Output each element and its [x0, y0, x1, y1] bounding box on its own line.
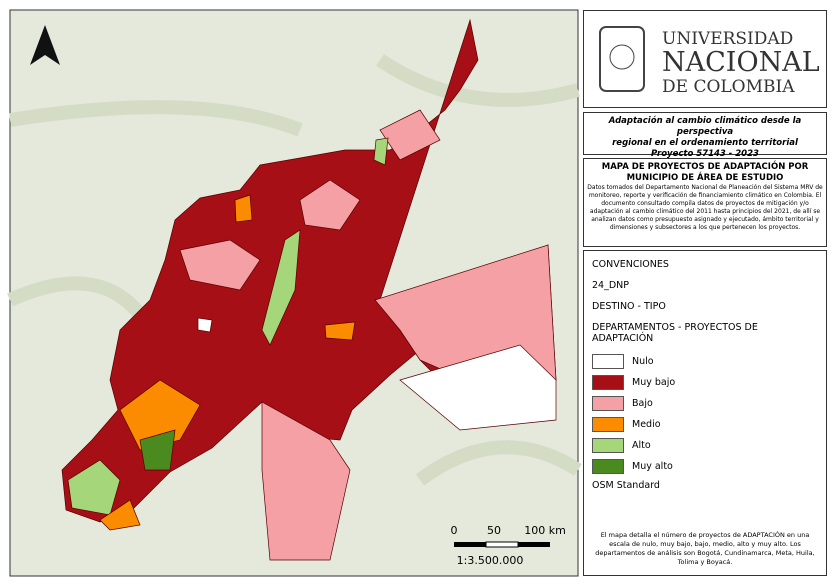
legend-label: Muy bajo: [632, 377, 676, 388]
project-box: Adaptación al cambio climático desde la …: [583, 112, 827, 159]
legend-swatch: [592, 375, 624, 390]
legend-item: Medio: [592, 417, 818, 432]
legend-title: CONVENCIONES: [592, 259, 669, 270]
legend-label: Alto: [632, 440, 651, 451]
legend-layer: DESTINO - TIPO: [592, 301, 666, 312]
scale-label: 50: [487, 524, 501, 537]
legend-layer: DEPARTAMENTOS - PROYECTOS DE ADAPTACIÓN: [592, 322, 758, 344]
legend-layer: 24_DNP: [592, 280, 629, 291]
legend-item: Alto: [592, 438, 818, 453]
legend-box: CONVENCIONES 24_DNP DESTINO - TIPO DEPARTA…: [583, 250, 827, 576]
map-title: MUNICIPIO DE ÁREA DE ESTUDIO: [626, 173, 784, 183]
legend-swatch: [592, 438, 624, 453]
legend-label: Nulo: [632, 356, 654, 367]
scale-ratio: 1:3.500.000: [457, 554, 524, 567]
legend-note: El mapa detalla el número de proyectos d…: [595, 531, 815, 566]
legend-item: Muy bajo: [592, 375, 818, 390]
project-line: regional en el ordenamiento territorial: [612, 138, 798, 148]
legend-label: Medio: [632, 419, 661, 430]
north-arrow: [30, 25, 60, 65]
scale-label: 100 km: [524, 524, 566, 537]
logo-box: UNIVERSIDAD NACIONAL DE COLOMBIA: [583, 10, 827, 108]
crest: [599, 26, 645, 92]
legend-label: Bajo: [632, 398, 653, 409]
university-line: DE COLOMBIA: [662, 77, 795, 97]
university-line: UNIVERSIDAD: [662, 29, 794, 49]
map-title: MAPA DE PROYECTOS DE ADAPTACIÓN POR: [601, 162, 809, 172]
legend-layers: 24_DNP DESTINO - TIPO DEPARTAMENTOS - PROY…: [592, 280, 818, 344]
scale-bar: [454, 541, 550, 548]
legend-item: Bajo: [592, 396, 818, 411]
project-line: Adaptación al cambio climático desde la …: [608, 116, 802, 137]
university-line: NACIONAL: [662, 47, 820, 78]
project-line: Proyecto 57143 - 2023: [651, 149, 759, 159]
legend-swatch: [592, 417, 624, 432]
map-title-box: MAPA DE PROYECTOS DE ADAPTACIÓN POR MUNI…: [583, 158, 827, 247]
scale-label: 0: [451, 524, 458, 537]
legend-item: Nulo: [592, 354, 818, 369]
legend-label: Muy alto: [632, 461, 673, 472]
legend-swatch: [592, 459, 624, 474]
legend-swatch: [592, 396, 624, 411]
legend-swatch: [592, 354, 624, 369]
legend-items: Nulo Muy bajo Bajo Medio Alto Muy alto: [592, 354, 818, 474]
description: Datos tomados del Departamento Nacional …: [587, 184, 823, 231]
base-layer: OSM Standard: [592, 480, 660, 491]
legend-item: Muy alto: [592, 459, 818, 474]
